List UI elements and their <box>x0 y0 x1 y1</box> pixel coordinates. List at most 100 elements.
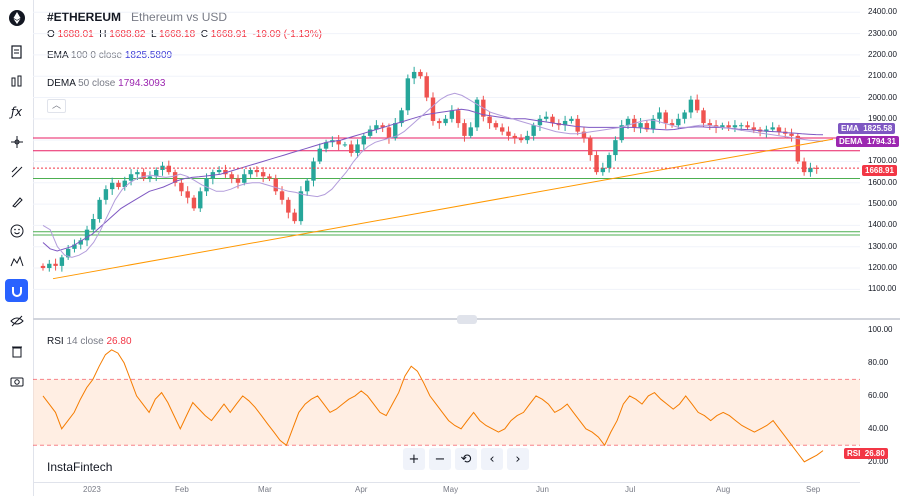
candle-body <box>619 125 624 141</box>
time-tick-label: Apr <box>355 485 368 494</box>
price-chart[interactable] <box>33 0 860 316</box>
camera-icon[interactable] <box>5 369 28 392</box>
time-axis[interactable]: 2023 Feb Mar Apr May Jun Jul Aug Sep <box>33 482 860 497</box>
candle-body <box>512 135 517 139</box>
scroll-left-button[interactable]: ‹ <box>481 448 503 470</box>
high-label: H <box>99 29 107 40</box>
candle-body <box>430 97 436 121</box>
candle-body <box>594 155 599 173</box>
candle-body <box>751 127 757 130</box>
candle-body <box>493 123 499 128</box>
candle-body <box>235 178 241 183</box>
close-value: 1668.91 <box>210 29 247 40</box>
trendline <box>52 138 834 280</box>
pane-resize-handle[interactable] <box>457 315 477 324</box>
candle-body <box>361 135 367 145</box>
candle-body <box>216 169 222 173</box>
rsi-tag-label: RSI <box>847 449 861 458</box>
price-axis[interactable]: 2400.00 2300.00 2200.00 2100.00 2000.00 1900.… <box>860 0 900 316</box>
candle-body <box>65 248 71 258</box>
candle-body <box>562 120 568 126</box>
candle-body <box>47 263 52 269</box>
candle-body <box>707 123 712 126</box>
candle-body <box>424 76 429 98</box>
ohlc-legend: O 1688.01 H 1688.82 L 1668.18 C 1668.91 … <box>47 29 322 40</box>
candle-body <box>789 133 794 136</box>
candle-body <box>204 178 209 192</box>
candle-body <box>701 110 706 124</box>
magnet-icon[interactable] <box>5 279 28 302</box>
candle-body <box>248 169 253 175</box>
candle-body <box>418 71 423 77</box>
ema-line <box>42 108 824 252</box>
dema-line <box>42 92 824 258</box>
price-tick-label: 2400.00 <box>868 7 897 17</box>
candle-body <box>449 110 455 119</box>
candle-body <box>135 172 140 175</box>
candle-body <box>688 99 694 113</box>
formula-icon[interactable]: ƒx <box>5 100 28 123</box>
emoji-icon[interactable] <box>5 219 28 242</box>
dema-tag-label: DEMA <box>839 137 863 146</box>
pattern-icon[interactable] <box>5 249 28 272</box>
candle-body <box>437 120 442 124</box>
brush-icon[interactable] <box>5 190 28 213</box>
price-tick-label: 1900.00 <box>868 113 897 123</box>
candle-body <box>393 123 398 139</box>
low-value: 1668.18 <box>159 29 196 40</box>
candle-body <box>650 118 656 130</box>
reset-chart-button[interactable]: ⟲ <box>455 448 477 470</box>
price-tick-label: 2200.00 <box>868 49 897 59</box>
zoom-controls: + − ⟲ ‹ › <box>403 448 529 470</box>
change-value: -19.09 (-1.13%) <box>252 29 322 40</box>
candle-body <box>317 148 322 162</box>
ema-legend[interactable]: EMA 100 0 close 1825.5809 <box>47 50 172 61</box>
candle-body <box>487 116 492 124</box>
document-icon[interactable] <box>5 40 28 63</box>
candle-body <box>606 155 612 168</box>
scroll-right-button[interactable]: › <box>507 448 529 470</box>
candle-body <box>97 199 102 220</box>
rsi-tick-label: 20.00 <box>868 456 889 466</box>
candle-body <box>342 144 348 146</box>
candle-body <box>336 140 341 145</box>
candle-body <box>518 138 524 141</box>
hide-eye-icon[interactable] <box>5 309 28 332</box>
crosshair-icon[interactable] <box>5 130 28 153</box>
candle-body <box>53 263 58 266</box>
candle-body <box>198 191 203 209</box>
rsi-axis[interactable]: 100.00 80.00 60.00 40.00 20.00 <box>860 322 900 482</box>
candle-body <box>154 169 159 177</box>
time-tick-label: 2023 <box>83 485 101 494</box>
candle-body <box>625 118 631 126</box>
candle-body <box>355 144 360 153</box>
symbol-name[interactable]: #ETHEREUM <box>47 10 122 24</box>
ethereum-logo-icon[interactable] <box>5 6 28 29</box>
compare-icon[interactable] <box>5 70 28 93</box>
candle-body <box>84 229 90 241</box>
drawing-lines-icon[interactable] <box>5 160 28 183</box>
trash-icon[interactable] <box>5 339 28 362</box>
candle-body <box>474 99 480 128</box>
rsi-chart[interactable] <box>33 322 860 482</box>
candle-body <box>506 131 511 136</box>
price-tick-label: 1300.00 <box>868 241 897 251</box>
zoom-in-button[interactable]: + <box>403 448 425 470</box>
candle-body <box>191 197 197 209</box>
candle-body <box>663 112 668 124</box>
close-label: C <box>200 29 208 40</box>
candle-body <box>468 127 473 136</box>
rsi-tick-label: 100.00 <box>868 325 893 334</box>
rsi-legend[interactable]: RSI 14 close 26.80 <box>47 336 132 347</box>
collapse-legend-button[interactable]: ︿ <box>47 99 66 113</box>
candle-body <box>499 127 505 132</box>
candle-body <box>739 125 744 127</box>
candle-body <box>644 123 650 130</box>
zoom-out-button[interactable]: − <box>429 448 451 470</box>
time-tick-label: Jun <box>536 485 549 494</box>
rsi-name: RSI <box>47 336 64 347</box>
rsi-tick-label: 80.00 <box>868 357 889 367</box>
candle-body <box>525 135 530 141</box>
candle-body <box>273 178 278 192</box>
dema-legend[interactable]: DEMA 50 close 1794.3093 <box>47 78 165 89</box>
